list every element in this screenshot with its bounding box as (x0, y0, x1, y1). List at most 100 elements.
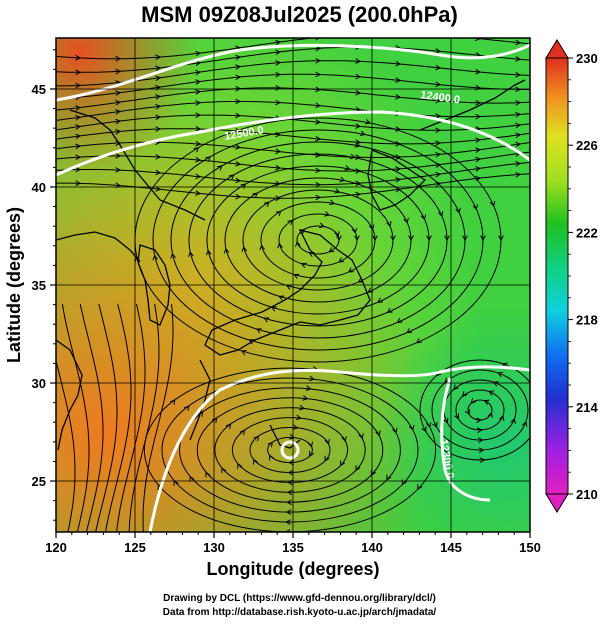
stream-arrow (155, 186, 162, 192)
stream-arrow (275, 148, 282, 155)
stream-arrow (221, 467, 227, 474)
stream-arrow (197, 411, 204, 418)
stream-arrow (498, 235, 504, 242)
stream-arrow (386, 474, 392, 481)
stream-arrow (392, 427, 398, 434)
stream-arrow (515, 122, 522, 129)
stream-arrow (275, 195, 282, 202)
x-tick-label: 145 (440, 540, 462, 555)
stream-arrow (286, 499, 292, 506)
stream-arrow (406, 327, 413, 334)
stream-arrow (195, 79, 202, 85)
stream-arrow (483, 399, 490, 405)
x-tick-label: 130 (203, 540, 225, 555)
stream-arrow (395, 166, 402, 172)
stream-arrow (453, 413, 460, 420)
stream-arrow (155, 75, 162, 82)
stream-arrow (435, 81, 442, 88)
stream-arrow (237, 462, 243, 469)
stream-arrow (395, 126, 402, 132)
stream-arrow (235, 160, 242, 167)
stream-loop (419, 359, 530, 461)
stream-arrow (492, 381, 499, 387)
stream-arrow (396, 31, 400, 36)
stream-loop (179, 387, 401, 513)
stream-arrow (355, 168, 362, 174)
stream-arrow (195, 140, 202, 147)
stream-arrow (435, 97, 442, 104)
stream-arrow (355, 58, 362, 64)
stream-arrow (534, 425, 539, 430)
stream-arrow (408, 235, 414, 242)
stream-arrow (355, 191, 362, 198)
stream-arrow (395, 177, 402, 183)
x-tick-label: 120 (45, 540, 67, 555)
stream-arrow (115, 109, 122, 115)
stream-loop (161, 377, 419, 523)
stream-arrow (396, 317, 403, 324)
stream-arrow (228, 174, 235, 180)
stream-arrow (515, 86, 522, 93)
stream-arrow (75, 154, 82, 161)
stream-arrow (155, 54, 162, 61)
colorbar-arrow-bottom (545, 493, 569, 513)
stream-arrow (470, 398, 477, 404)
stream-arrow (367, 287, 374, 293)
stream-arrow (75, 105, 82, 111)
stream-arrow (275, 164, 282, 171)
y-tick-label: 30 (32, 376, 46, 391)
stream-arrow (275, 71, 282, 78)
stream-arrow (477, 437, 484, 444)
stream-arrow (75, 82, 82, 89)
stream-arrow (515, 99, 522, 106)
stream-arrow (115, 153, 122, 159)
stream-arrow (497, 371, 504, 378)
y-tick-label: 35 (32, 278, 46, 293)
stream-arrow (211, 417, 218, 424)
contour-12400 (56, 110, 530, 177)
stream-arrow (240, 350, 247, 356)
stream-arrow (193, 146, 200, 153)
stream-line (142, 303, 174, 532)
stream-arrow (188, 251, 194, 257)
stream-arrow (515, 56, 522, 62)
stream-arrow (155, 169, 162, 176)
stream-arrow (476, 417, 482, 424)
stream-arrow (115, 167, 122, 173)
stream-arrow (515, 171, 522, 178)
stream-arrow (324, 211, 331, 217)
stream-arrow (170, 399, 176, 405)
stream-arrow (285, 519, 291, 525)
stream-arrow (115, 90, 122, 97)
stream-arrow (472, 204, 478, 211)
stream-arrow (355, 89, 362, 96)
stream-arrow (435, 113, 442, 119)
stream-arrow (277, 242, 283, 249)
stream-arrow (235, 128, 242, 134)
stream-arrow (183, 405, 190, 411)
stream-arrow (355, 123, 362, 129)
y-tick-label: 25 (32, 474, 46, 489)
stream-line (105, 303, 132, 532)
stream-arrow (309, 451, 315, 457)
stream-arrow (235, 64, 242, 70)
stream-line (79, 303, 104, 532)
colorbar-tick-label: 214 (576, 400, 598, 415)
stream-arrow (288, 459, 295, 466)
stream-arrow (315, 57, 322, 64)
x-tick-label: 140 (361, 540, 383, 555)
contour-12500 (56, 43, 530, 102)
stream-arrow (435, 171, 442, 178)
stream-arrow (235, 112, 242, 119)
stream-arrow (336, 235, 342, 242)
stream-arrow (386, 221, 392, 228)
stream-loop (431, 369, 529, 451)
stream-arrow (155, 153, 162, 160)
y-tick-label: 40 (32, 180, 46, 195)
stream-line (95, 303, 118, 532)
stream-arrow (155, 103, 162, 110)
stream-arrow (475, 147, 482, 154)
stream-arrow (521, 420, 528, 427)
stream-arrow (435, 140, 442, 147)
